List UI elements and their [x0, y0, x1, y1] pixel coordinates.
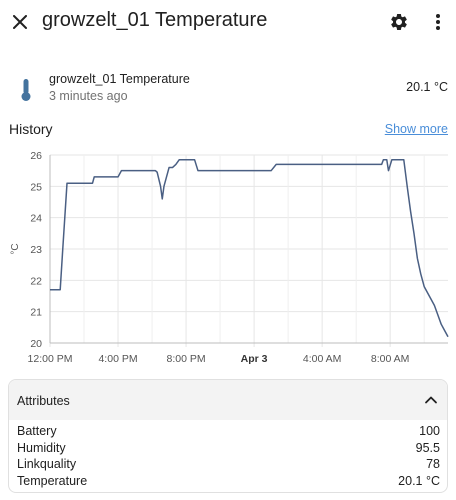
more-options-button[interactable]: [426, 9, 450, 35]
x-tick-label: Apr 3: [241, 353, 268, 365]
close-icon: [13, 15, 27, 29]
more-vertical-icon: [436, 14, 440, 30]
x-tick-label: 8:00 AM: [371, 353, 410, 365]
y-tick-label: 22: [30, 275, 42, 287]
attribute-value: 20.1 °C: [398, 473, 440, 488]
x-tick-label: 8:00 PM: [167, 353, 206, 365]
dialog-header: growzelt_01 Temperature: [0, 0, 456, 44]
attribute-label: Linkquality: [17, 457, 77, 471]
y-tick-label: 21: [30, 307, 42, 319]
attribute-row: Humidity 95.5: [17, 440, 440, 457]
y-axis-title: °C: [10, 243, 21, 254]
y-tick-label: 25: [30, 181, 42, 193]
temperature-series-line: [50, 158, 449, 338]
x-tick-label: 4:00 PM: [98, 353, 137, 365]
attribute-value: 100: [419, 424, 440, 438]
attribute-value: 78: [426, 457, 440, 471]
entity-state-value: 20.1 °C: [406, 80, 448, 94]
attribute-row: Temperature 20.1 °C: [17, 473, 440, 490]
attribute-label: Temperature: [17, 473, 88, 488]
x-tick-label: 12:00 PM: [28, 353, 73, 365]
gear-icon: [391, 14, 407, 30]
settings-button[interactable]: [386, 9, 412, 35]
entity-last-changed: 3 minutes ago: [49, 89, 128, 103]
entity-name: growzelt_01 Temperature: [49, 72, 190, 86]
attribute-row: Battery 100: [17, 423, 440, 440]
chevron-up-icon: [425, 396, 437, 404]
attributes-list: Battery 100 Humidity 95.5 Linkquality 78 Tempe…: [9, 420, 447, 489]
thermometer-icon: [21, 79, 31, 101]
attribute-value: 95.5: [415, 440, 440, 455]
y-tick-label: 23: [30, 244, 42, 256]
dialog-title: growzelt_01 Temperature: [42, 9, 268, 31]
x-tick-label: 4:00 AM: [303, 353, 342, 365]
y-tick-label: 20: [30, 338, 42, 350]
y-tick-label: 26: [30, 150, 42, 162]
attributes-title: Attributes: [17, 394, 70, 408]
history-title: History: [9, 121, 53, 137]
entity-state-row: growzelt_01 Temperature 3 minutes ago 20…: [0, 66, 456, 110]
show-more-link[interactable]: Show more: [384, 122, 448, 136]
y-tick-label: 24: [30, 213, 42, 225]
attribute-row: Linkquality 78: [17, 456, 440, 473]
attributes-header[interactable]: Attributes: [9, 380, 447, 420]
attribute-label: Humidity: [17, 440, 66, 455]
attribute-label: Battery: [17, 424, 57, 438]
close-button[interactable]: [8, 8, 32, 36]
history-chart[interactable]: 20 21 22 23 24 25 26 12:00 PM 4:00 PM 8:00 PM Apr …: [0, 142, 456, 368]
attributes-card: Attributes Battery 100 Humidity 95.5 Linkqua…: [8, 379, 448, 493]
